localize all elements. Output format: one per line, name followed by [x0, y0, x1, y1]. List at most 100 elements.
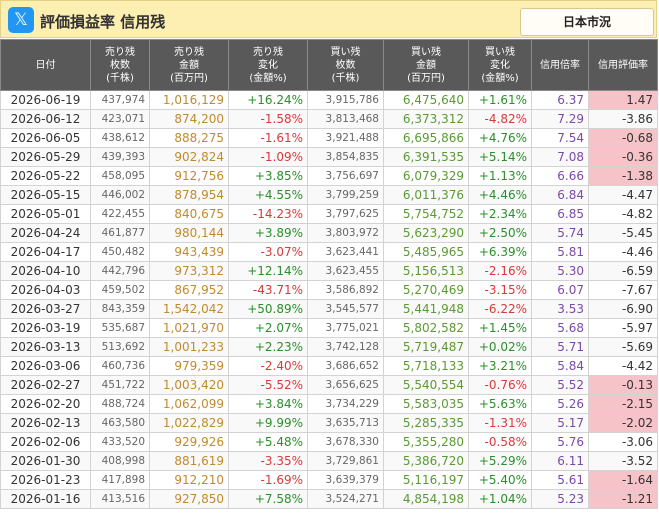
column-header-date[interactable]: 日付 [0, 39, 91, 91]
cell-sell-change: -3.07% [228, 242, 308, 262]
cell-margin-eval-rate: -3.86 [588, 109, 658, 129]
column-header-line: 信用評価率 [598, 59, 648, 71]
x-logo-icon[interactable]: 𝕏 [8, 7, 34, 33]
cell-sell-amount: 881,619 [149, 451, 229, 471]
cell-date: 2026-02-27 [0, 375, 91, 395]
column-header-sell-change[interactable]: 売り残 変化 (金額%) [228, 39, 308, 91]
cell-buy-amount: 6,079,329 [383, 166, 469, 186]
cell-buy-change: +5.63% [468, 394, 532, 414]
cell-sell-qty: 423,071 [90, 109, 150, 129]
cell-sell-change: +12.14% [228, 261, 308, 281]
cell-buy-change: -0.76% [468, 375, 532, 395]
cell-buy-change: +1.45% [468, 318, 532, 338]
cell-sell-amount: 1,062,099 [149, 394, 229, 414]
table-row: 2026-04-17 450,482 943,439 -3.07% 3,623,441 5… [0, 242, 658, 262]
cell-sell-change: +3.85% [228, 166, 308, 186]
cell-buy-qty: 3,623,455 [307, 261, 384, 281]
column-header-margin-eval-rate[interactable]: 信用評価率 [588, 39, 658, 91]
cell-buy-change: +0.02% [468, 337, 532, 357]
cell-buy-amount: 5,719,487 [383, 337, 469, 357]
table-row: 2026-05-29 439,393 902,824 -1.09% 3,854,835 6… [0, 147, 658, 167]
column-header-margin-ratio[interactable]: 信用倍率 [531, 39, 589, 91]
cell-buy-amount: 5,583,035 [383, 394, 469, 414]
cell-sell-qty: 408,998 [90, 451, 150, 471]
cell-margin-eval-rate: -6.90 [588, 299, 658, 319]
cell-buy-amount: 6,695,866 [383, 128, 469, 148]
cell-buy-qty: 3,797,625 [307, 204, 384, 224]
cell-buy-qty: 3,799,259 [307, 185, 384, 205]
cell-buy-qty: 3,921,488 [307, 128, 384, 148]
cell-margin-eval-rate: -1.38 [588, 166, 658, 186]
table-row: 2026-02-13 463,580 1,022,829 +9.99% 3,635,71… [0, 413, 658, 433]
column-header-line: 金額 [179, 59, 199, 71]
cell-buy-change: -6.22% [468, 299, 532, 319]
margin-balance-table: 日付 売り残 枚数 (千株) 売り残 金額 (百万円) 売り残 変化 (金額%) 買い残 枚数 (千株)… [0, 39, 658, 509]
cell-sell-amount: 878,954 [149, 185, 229, 205]
cell-date: 2026-05-01 [0, 204, 91, 224]
cell-margin-eval-rate: -4.42 [588, 356, 658, 376]
column-header-sell-qty[interactable]: 売り残 枚数 (千株) [90, 39, 150, 91]
table-row: 2026-05-15 446,002 878,954 +4.55% 3,799,259 6… [0, 185, 658, 205]
column-header-line: 売り残 [174, 46, 204, 58]
cell-sell-amount: 888,275 [149, 128, 229, 148]
cell-buy-qty: 3,586,892 [307, 280, 384, 300]
column-header-line: (百万円) [407, 72, 445, 84]
cell-sell-qty: 535,687 [90, 318, 150, 338]
cell-buy-change: -2.16% [468, 261, 532, 281]
cell-margin-ratio: 5.30 [531, 261, 589, 281]
cell-date: 2026-05-22 [0, 166, 91, 186]
cell-sell-qty: 437,974 [90, 90, 150, 110]
cell-margin-ratio: 5.17 [531, 413, 589, 433]
cell-sell-qty: 513,692 [90, 337, 150, 357]
cell-margin-eval-rate: -7.67 [588, 280, 658, 300]
column-header-line: 枚数 [110, 59, 130, 71]
table-row: 2026-03-19 535,687 1,021,970 +2.07% 3,775,02… [0, 318, 658, 338]
cell-sell-change: +50.89% [228, 299, 308, 319]
cell-margin-eval-rate: -4.82 [588, 204, 658, 224]
cell-buy-qty: 3,656,625 [307, 375, 384, 395]
cell-margin-ratio: 3.53 [531, 299, 589, 319]
cell-date: 2026-02-13 [0, 413, 91, 433]
cell-sell-qty: 439,393 [90, 147, 150, 167]
cell-buy-change: -1.31% [468, 413, 532, 433]
cell-sell-amount: 867,952 [149, 280, 229, 300]
cell-margin-ratio: 6.37 [531, 90, 589, 110]
cell-buy-amount: 5,285,335 [383, 413, 469, 433]
cell-margin-ratio: 5.74 [531, 223, 589, 243]
cell-sell-qty: 446,002 [90, 185, 150, 205]
cell-sell-change: +3.89% [228, 223, 308, 243]
column-header-sell-amount[interactable]: 売り残 金額 (百万円) [149, 39, 229, 91]
table-row: 2026-03-06 460,736 979,359 -2.40% 3,686,652 5… [0, 356, 658, 376]
cell-margin-eval-rate: -4.46 [588, 242, 658, 262]
cell-buy-amount: 5,623,290 [383, 223, 469, 243]
cell-buy-qty: 3,854,835 [307, 147, 384, 167]
cell-sell-change: +5.48% [228, 432, 308, 452]
column-header-buy-change[interactable]: 買い残 変化 (金額%) [468, 39, 532, 91]
cell-buy-change: +2.50% [468, 223, 532, 243]
cell-date: 2026-05-29 [0, 147, 91, 167]
column-header-buy-qty[interactable]: 買い残 枚数 (千株) [307, 39, 384, 91]
cell-margin-ratio: 5.81 [531, 242, 589, 262]
table-row: 2026-01-16 413,516 927,850 +7.58% 3,524,271 4… [0, 489, 658, 509]
cell-margin-ratio: 6.66 [531, 166, 589, 186]
cell-buy-qty: 3,742,128 [307, 337, 384, 357]
cell-date: 2026-04-24 [0, 223, 91, 243]
cell-buy-change: +6.39% [468, 242, 532, 262]
cell-margin-eval-rate: -6.59 [588, 261, 658, 281]
cell-sell-amount: 1,016,129 [149, 90, 229, 110]
cell-date: 2026-04-10 [0, 261, 91, 281]
cell-buy-qty: 3,813,468 [307, 109, 384, 129]
cell-margin-ratio: 5.23 [531, 489, 589, 509]
japan-market-button[interactable]: 日本市況 [520, 8, 654, 36]
cell-sell-amount: 943,439 [149, 242, 229, 262]
column-header-line: (金額%) [481, 72, 519, 84]
cell-buy-amount: 6,475,640 [383, 90, 469, 110]
cell-sell-amount: 912,210 [149, 470, 229, 490]
cell-buy-change: +5.29% [468, 451, 532, 471]
cell-buy-change: -0.58% [468, 432, 532, 452]
cell-buy-change: +1.04% [468, 489, 532, 509]
column-header-line: 買い残 [411, 46, 441, 58]
cell-buy-amount: 5,441,948 [383, 299, 469, 319]
column-header-buy-amount[interactable]: 買い残 金額 (百万円) [383, 39, 469, 91]
cell-buy-change: +4.46% [468, 185, 532, 205]
